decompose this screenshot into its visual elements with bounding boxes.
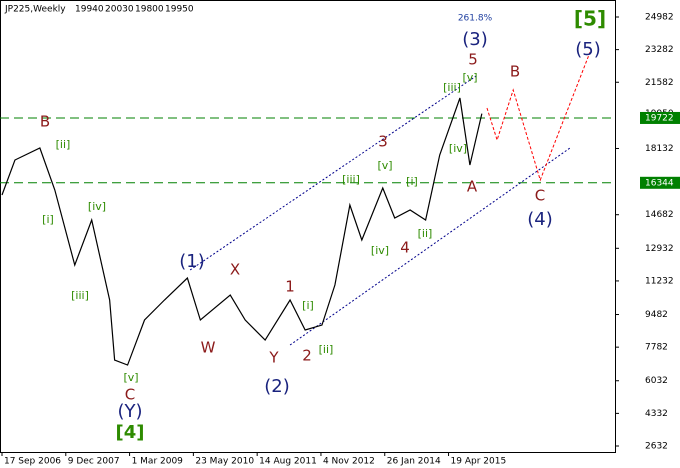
wave-label: (4)	[527, 209, 553, 230]
wave-label: [ii]	[56, 138, 71, 151]
ohlc-value: 19940	[75, 5, 104, 15]
wave-label: 4	[400, 239, 410, 257]
wave-label: [iv]	[88, 200, 106, 213]
y-tick-label: 4332	[645, 409, 668, 419]
wave-label: B	[40, 113, 50, 131]
wave-label: C	[125, 386, 135, 404]
x-tick-label: 4 Nov 2012	[323, 457, 375, 467]
chart-title: JP225,Weekly	[4, 5, 66, 15]
wave-label: (1)	[179, 251, 205, 272]
x-tick-label: 9 Dec 2007	[68, 457, 120, 467]
wave-label: X	[230, 261, 240, 279]
wave-label: B	[510, 63, 520, 81]
wave-label: [v]	[462, 71, 477, 84]
wave-label: [iv]	[449, 142, 467, 155]
wave-label: 5	[468, 51, 478, 69]
wave-label: C	[535, 187, 545, 205]
ohlc-value: 19800	[135, 5, 164, 15]
x-tick-label: 19 Apr 2015	[451, 457, 507, 467]
y-tick-label: 14682	[645, 210, 674, 220]
x-tick-label: 23 May 2010	[195, 457, 254, 467]
wave-label: 2	[302, 347, 312, 365]
x-tick-label: 17 Sep 2006	[4, 457, 61, 467]
y-tick-label: 18132	[645, 144, 674, 154]
wave-label: (3)	[462, 29, 488, 50]
wave-label: (Y)	[117, 401, 142, 422]
wave-label: [v]	[123, 371, 138, 384]
level-label: 16344	[645, 178, 674, 188]
ohlc-value: 19950	[165, 5, 194, 15]
wave-label: [5]	[574, 7, 606, 31]
wave-label: [iii]	[443, 81, 461, 94]
x-tick-label: 26 Jan 2014	[387, 457, 441, 467]
channel-line	[289, 147, 571, 346]
wave-label: (5)	[575, 39, 601, 60]
level-label: 19722	[645, 113, 674, 123]
wave-label: A	[467, 178, 478, 196]
y-tick-label: 24982	[645, 12, 674, 22]
wave-label: [i]	[406, 175, 418, 188]
wave-label: [i]	[42, 213, 54, 226]
y-tick-label: 11232	[645, 276, 674, 286]
wave-label: [4]	[116, 422, 145, 443]
wave-label: [i]	[302, 299, 314, 312]
wave-label: [iii]	[71, 289, 89, 302]
level-label-box	[640, 176, 680, 189]
wave-label: (2)	[264, 376, 290, 397]
y-tick-label: 21582	[645, 78, 674, 88]
y-tick-label: 6032	[645, 376, 668, 386]
channel-line	[189, 74, 478, 271]
y-tick-label: 23282	[645, 45, 674, 55]
x-tick-label: 14 Aug 2011	[259, 457, 317, 467]
y-tick-label: 7782	[645, 343, 668, 353]
wave-label: [ii]	[418, 227, 433, 240]
y-tick-label: 2632	[645, 442, 668, 452]
level-label-box	[640, 111, 680, 124]
wave-label: [v]	[377, 159, 392, 172]
forecast-line	[486, 51, 591, 182]
wave-label: Y	[268, 349, 279, 367]
wave-label: [iii]	[342, 173, 360, 186]
wave-label: [iv]	[371, 244, 389, 257]
wave-label: 261.8%	[458, 14, 493, 24]
wave-label: W	[201, 339, 216, 357]
price-line	[1, 97, 483, 366]
wave-label: 1	[285, 278, 295, 296]
plot-frame	[0, 0, 616, 453]
wave-label: 3	[378, 133, 388, 151]
wave-label: [ii]	[319, 343, 334, 356]
ohlc-value: 20030	[105, 5, 134, 15]
x-tick-label: 1 Mar 2009	[132, 457, 184, 467]
y-tick-label: 12932	[645, 244, 674, 254]
y-tick-label: 9482	[645, 310, 668, 320]
